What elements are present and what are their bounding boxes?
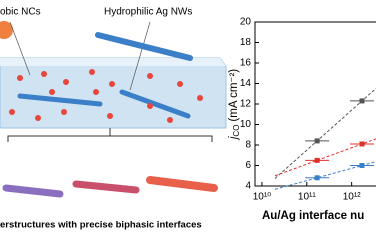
- x-tick-label: 10¹⁰: [253, 192, 271, 203]
- y-label-sub: CO: [232, 125, 241, 137]
- point: [359, 98, 365, 104]
- y-tick-label: 4: [245, 181, 251, 192]
- y-tick-label: 8: [245, 140, 251, 151]
- y-label-unit: (mA cm⁻²): [228, 69, 240, 122]
- pointer: [9, 21, 31, 76]
- point: [359, 141, 365, 147]
- nw-label: Hydrophilic Ag NWs: [104, 7, 192, 18]
- y-tick-label: 10: [240, 119, 252, 130]
- fit-line: [274, 138, 376, 177]
- liquid-slab: [0, 57, 227, 129]
- y-tick-label: 6: [245, 160, 251, 171]
- caption: erstructures with precise biphasic inter…: [0, 220, 202, 231]
- heterostructure: [146, 176, 218, 192]
- nc-icon: [0, 21, 13, 39]
- y-tick-label: 18: [240, 37, 252, 48]
- point: [314, 138, 320, 144]
- y-tick-label: 12: [240, 99, 252, 110]
- y-label-main: j: [228, 136, 240, 141]
- point: [314, 175, 320, 181]
- y-tick-label: 16: [240, 58, 252, 69]
- x-tick-label: 10¹¹: [298, 192, 316, 203]
- fit-line: [274, 87, 376, 179]
- point: [314, 157, 320, 163]
- bracket: [7, 135, 213, 142]
- y-tick-label: 14: [240, 78, 252, 89]
- x-tick-label: 10¹²: [343, 192, 361, 203]
- point: [359, 163, 365, 168]
- chart: 46810121416182010¹⁰10¹¹10¹²10¹³Au/Ag int…: [228, 17, 376, 222]
- heterostructure: [2, 184, 64, 198]
- slab-top: [0, 58, 226, 66]
- heterostructure: [72, 180, 140, 194]
- y-axis-label: jCO (mA cm⁻²): [228, 69, 241, 141]
- fit-line: [274, 161, 376, 190]
- nanowire: [95, 32, 193, 61]
- schematic: obic NCs Hydrophilic Ag NWs erstructures…: [0, 7, 227, 231]
- x-axis-label: Au/Ag interface nu: [262, 210, 364, 222]
- nanocrystals: [9, 69, 203, 123]
- y-tick-label: 20: [240, 17, 252, 28]
- nanowire: [119, 89, 191, 119]
- nanowire: [17, 93, 103, 107]
- pointer: [129, 21, 151, 91]
- nc-label: obic NCs: [0, 7, 41, 18]
